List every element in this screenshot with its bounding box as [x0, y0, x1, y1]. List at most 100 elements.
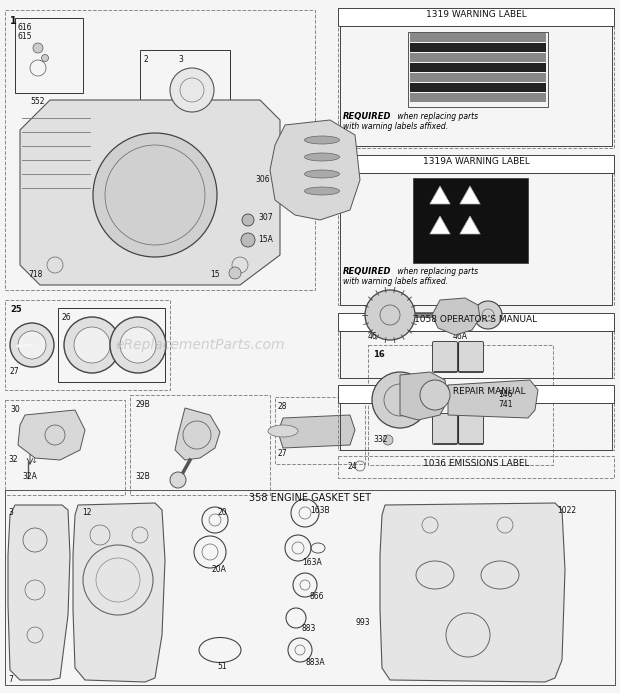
Text: 1058 OPERATOR'S MANUAL: 1058 OPERATOR'S MANUAL — [414, 315, 538, 324]
Ellipse shape — [304, 136, 340, 144]
Text: 16: 16 — [373, 350, 385, 359]
Bar — [410, 93, 546, 102]
Bar — [410, 63, 546, 72]
Bar — [15, 18, 83, 93]
Text: 3: 3 — [8, 508, 13, 517]
Bar — [410, 33, 546, 42]
Bar — [5, 10, 315, 290]
Text: 332: 332 — [373, 435, 388, 444]
Text: ↓: ↓ — [30, 456, 37, 465]
Text: 883A: 883A — [305, 658, 325, 667]
Circle shape — [42, 55, 48, 62]
Text: 358 ENGINE GASKET SET: 358 ENGINE GASKET SET — [249, 493, 371, 503]
Text: 29B: 29B — [135, 400, 150, 409]
Bar — [410, 83, 546, 92]
Text: with warning labels affixed.: with warning labels affixed. — [343, 122, 448, 131]
Polygon shape — [8, 505, 70, 680]
Text: REQUIRED: REQUIRED — [343, 267, 391, 276]
Text: 866: 866 — [310, 592, 324, 601]
Polygon shape — [432, 298, 480, 335]
Text: 28: 28 — [278, 402, 288, 411]
Text: 615: 615 — [18, 32, 32, 41]
Text: when replacing parts: when replacing parts — [395, 267, 478, 276]
Bar — [340, 331, 612, 378]
Bar — [340, 403, 612, 450]
Text: 30: 30 — [10, 405, 20, 414]
Text: eReplacementParts.com: eReplacementParts.com — [115, 338, 285, 352]
FancyBboxPatch shape — [459, 342, 484, 373]
Circle shape — [93, 133, 217, 257]
Text: REQUIRED: REQUIRED — [343, 112, 391, 121]
Ellipse shape — [304, 153, 340, 161]
Text: 163B: 163B — [310, 506, 330, 515]
Text: 718: 718 — [28, 270, 42, 279]
Bar — [140, 50, 230, 120]
Circle shape — [120, 327, 156, 363]
Text: 883: 883 — [302, 624, 316, 633]
Circle shape — [383, 435, 393, 445]
Bar — [338, 456, 614, 478]
FancyBboxPatch shape — [433, 342, 458, 373]
Bar — [338, 8, 614, 26]
Text: 2: 2 — [144, 55, 149, 64]
Polygon shape — [278, 415, 355, 448]
Polygon shape — [20, 100, 280, 285]
Text: 146: 146 — [498, 390, 513, 399]
Text: 1: 1 — [10, 16, 17, 26]
Bar — [338, 8, 614, 148]
Circle shape — [241, 233, 255, 247]
Text: 993: 993 — [355, 618, 370, 627]
Polygon shape — [460, 186, 481, 204]
Polygon shape — [175, 408, 220, 460]
Bar — [338, 313, 614, 331]
Text: 1330 REPAIR MANUAL: 1330 REPAIR MANUAL — [427, 387, 525, 396]
Polygon shape — [430, 186, 450, 204]
Circle shape — [474, 301, 502, 329]
Bar — [408, 32, 548, 107]
Circle shape — [18, 331, 46, 359]
Circle shape — [10, 323, 54, 367]
Text: 12: 12 — [82, 508, 92, 517]
Bar — [5, 300, 170, 390]
Text: 15A: 15A — [258, 235, 273, 244]
Polygon shape — [18, 410, 85, 460]
Bar — [340, 26, 612, 146]
Text: 26: 26 — [62, 313, 72, 322]
Text: with warning labels affixed.: with warning labels affixed. — [343, 277, 448, 286]
Text: 1319 WARNING LABEL: 1319 WARNING LABEL — [425, 10, 526, 19]
Bar — [5, 490, 615, 685]
Ellipse shape — [304, 170, 340, 178]
Text: 27: 27 — [10, 367, 20, 376]
Circle shape — [170, 68, 214, 112]
Text: 1022: 1022 — [557, 506, 576, 515]
Text: 7: 7 — [8, 675, 13, 684]
Text: 46A: 46A — [453, 332, 468, 341]
Text: 307: 307 — [258, 213, 273, 222]
Bar — [5, 400, 125, 495]
Polygon shape — [460, 216, 481, 234]
Polygon shape — [400, 372, 448, 420]
Text: 24: 24 — [348, 462, 358, 471]
Bar — [410, 73, 546, 82]
Bar — [338, 385, 614, 450]
Polygon shape — [270, 120, 360, 220]
Text: 306: 306 — [255, 175, 270, 184]
Text: 20A: 20A — [212, 565, 227, 574]
Text: 46: 46 — [368, 332, 378, 341]
Text: 1036 EMISSIONS LABEL: 1036 EMISSIONS LABEL — [423, 459, 529, 468]
Bar — [58, 308, 165, 382]
Text: 3: 3 — [178, 55, 183, 64]
Circle shape — [170, 472, 186, 488]
FancyBboxPatch shape — [459, 414, 484, 444]
Circle shape — [242, 214, 254, 226]
Polygon shape — [448, 380, 538, 418]
Circle shape — [74, 327, 110, 363]
Circle shape — [365, 290, 415, 340]
Bar — [338, 313, 614, 378]
Text: 32A: 32A — [22, 472, 37, 481]
Bar — [410, 43, 546, 52]
Bar — [338, 155, 614, 305]
Text: 15: 15 — [210, 270, 219, 279]
Polygon shape — [380, 503, 565, 682]
Text: 32: 32 — [8, 455, 17, 464]
